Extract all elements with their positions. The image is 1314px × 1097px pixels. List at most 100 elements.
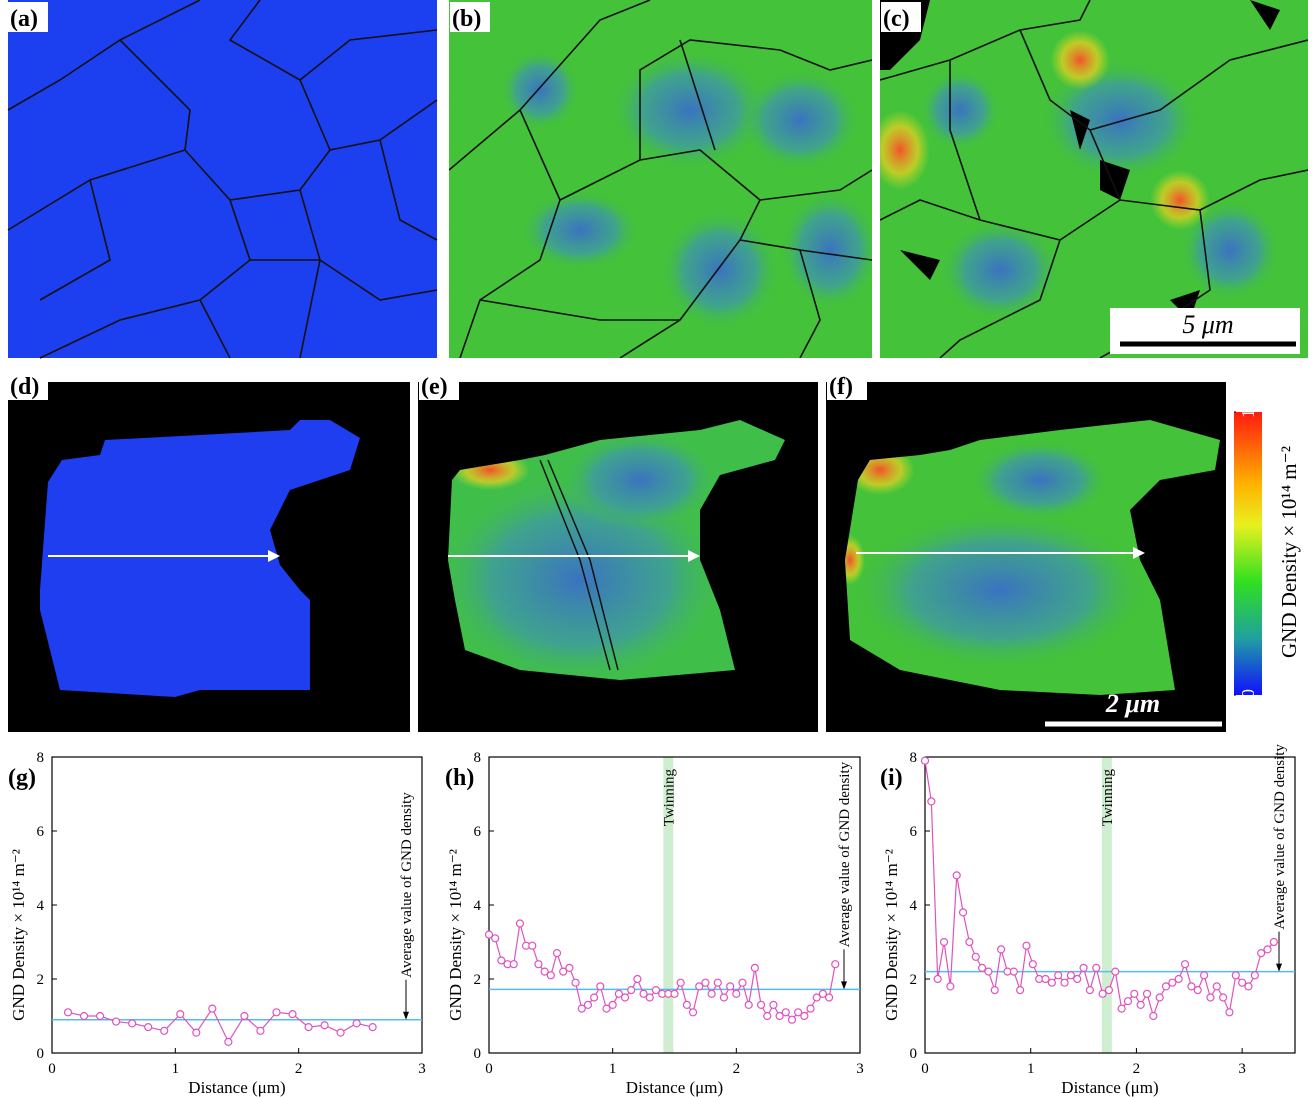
panel-label: (b) bbox=[452, 6, 481, 32]
data-point bbox=[732, 989, 741, 998]
data-point bbox=[577, 1004, 586, 1013]
x-tick-label: 1 bbox=[1027, 1061, 1035, 1077]
x-tick-label: 2 bbox=[733, 1061, 741, 1077]
y-tick-label: 6 bbox=[37, 824, 45, 840]
map-b bbox=[449, 0, 872, 358]
data-point bbox=[719, 993, 729, 1002]
data-point bbox=[971, 952, 980, 961]
x-axis-label: Distance (μm) bbox=[1061, 1078, 1158, 1097]
data-point bbox=[682, 1000, 691, 1010]
y-tick-label: 0 bbox=[474, 1046, 482, 1062]
data-point bbox=[1041, 974, 1050, 984]
map-f bbox=[826, 382, 1226, 732]
colorbar bbox=[1234, 412, 1262, 695]
data-point bbox=[1155, 993, 1164, 1002]
y-tick-label: 6 bbox=[910, 824, 918, 840]
y-tick-label: 4 bbox=[37, 898, 45, 914]
data-point bbox=[1079, 963, 1088, 973]
data-point bbox=[726, 982, 735, 991]
twinning-band bbox=[1101, 757, 1112, 1053]
data-point bbox=[750, 963, 759, 973]
data-point bbox=[272, 1008, 281, 1017]
data-point bbox=[1225, 1008, 1234, 1017]
panel-label: (d) bbox=[10, 374, 39, 400]
data-point bbox=[128, 1019, 137, 1028]
data-point bbox=[676, 978, 685, 987]
data-point bbox=[79, 1011, 89, 1021]
data-point bbox=[1123, 997, 1133, 1006]
data-point bbox=[1244, 982, 1253, 991]
data-point bbox=[738, 978, 747, 987]
twinning-label: Twinning bbox=[661, 769, 677, 827]
panel-label-bg bbox=[419, 370, 459, 400]
y-tick-label: 0 bbox=[37, 1046, 45, 1062]
data-point bbox=[565, 963, 574, 973]
y-tick-label: 2 bbox=[474, 972, 482, 988]
data-point bbox=[304, 1022, 313, 1032]
scale-bar-5 bbox=[1110, 308, 1300, 354]
panel-label: (c) bbox=[883, 6, 910, 32]
data-point bbox=[1066, 971, 1075, 980]
data-point bbox=[1047, 978, 1056, 987]
data-point bbox=[1085, 985, 1095, 995]
data-point bbox=[368, 1022, 377, 1032]
data-point bbox=[144, 1022, 153, 1032]
data-point bbox=[1060, 978, 1069, 987]
data-point bbox=[1174, 974, 1183, 984]
data-point bbox=[824, 993, 834, 1002]
data-point bbox=[1269, 937, 1278, 947]
data-point bbox=[818, 989, 828, 998]
x-tick-label: 3 bbox=[1238, 1061, 1246, 1077]
data-point bbox=[812, 993, 821, 1002]
data-point bbox=[497, 956, 506, 965]
data-point bbox=[240, 1011, 249, 1021]
data-point bbox=[1028, 960, 1037, 969]
annotation-arrowhead bbox=[841, 981, 847, 990]
data-point bbox=[701, 978, 710, 987]
y-axis-label: GND Density × 10¹⁴ m⁻² bbox=[882, 849, 901, 1021]
data-point bbox=[1193, 985, 1202, 995]
data-point bbox=[927, 797, 936, 806]
data-point bbox=[775, 1011, 784, 1021]
map-d bbox=[8, 382, 410, 732]
data-point bbox=[1136, 1000, 1145, 1010]
data-point bbox=[787, 1015, 797, 1024]
data-point bbox=[288, 1010, 297, 1019]
data-point bbox=[63, 1008, 73, 1017]
data-point bbox=[208, 1004, 217, 1013]
data-point bbox=[352, 1019, 361, 1028]
data-point bbox=[583, 1000, 593, 1010]
data-point bbox=[769, 1000, 778, 1010]
data-point bbox=[192, 1028, 201, 1037]
data-point bbox=[552, 948, 562, 958]
data-point bbox=[952, 871, 961, 880]
data-point bbox=[534, 960, 543, 969]
data-point bbox=[1073, 974, 1082, 984]
data-point bbox=[491, 934, 500, 943]
data-point bbox=[256, 1026, 265, 1035]
data-point bbox=[614, 989, 623, 998]
panel-label-bg bbox=[8, 2, 48, 32]
data-point bbox=[831, 960, 840, 969]
y-tick-label: 8 bbox=[910, 750, 918, 766]
data-point bbox=[695, 982, 704, 991]
data-point bbox=[1161, 982, 1171, 991]
colorbar-tick-label: 10 bbox=[1238, 400, 1258, 418]
data-point bbox=[1117, 1004, 1126, 1013]
data-point bbox=[546, 971, 555, 980]
panel-label: (g) bbox=[8, 765, 36, 791]
data-point bbox=[1250, 971, 1259, 980]
data-point bbox=[1016, 985, 1025, 995]
data-point bbox=[1054, 971, 1063, 980]
x-tick-label: 3 bbox=[856, 1061, 864, 1077]
data-point bbox=[1187, 982, 1196, 991]
data-point bbox=[1199, 971, 1209, 980]
data-point bbox=[590, 993, 599, 1002]
data-point bbox=[1206, 993, 1215, 1002]
plot-frame bbox=[51, 756, 423, 1054]
data-point bbox=[781, 1008, 790, 1017]
colorbar-tick-label: 0 bbox=[1238, 689, 1258, 698]
x-axis-label: Distance (μm) bbox=[626, 1078, 723, 1097]
x-tick-label: 1 bbox=[172, 1061, 180, 1077]
data-point bbox=[1149, 1011, 1158, 1021]
